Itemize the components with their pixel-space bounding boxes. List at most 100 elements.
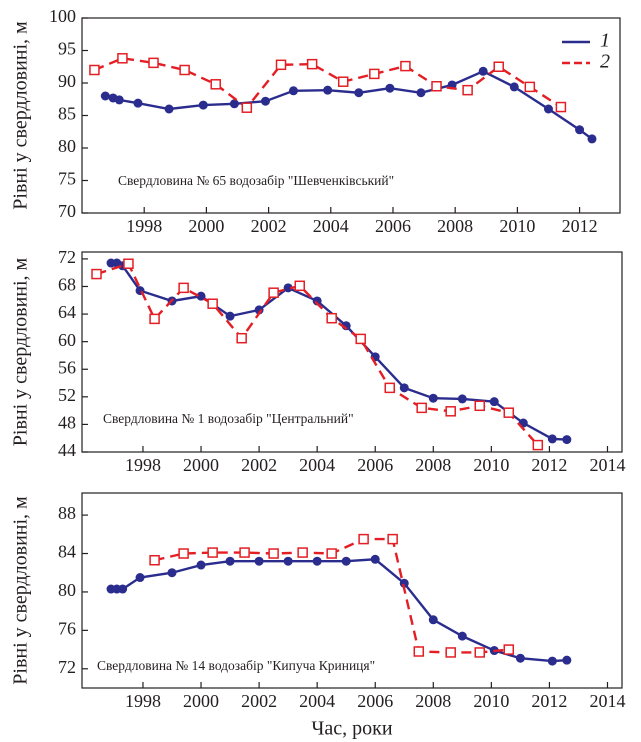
marker xyxy=(354,88,364,98)
x-tick-label: 2008 xyxy=(415,691,451,711)
y-tick-label: 64 xyxy=(58,302,76,322)
marker xyxy=(493,61,504,72)
marker xyxy=(413,646,425,657)
marker xyxy=(503,407,515,418)
y-tick-label: 72 xyxy=(58,247,76,267)
marker xyxy=(509,82,519,92)
marker xyxy=(268,548,279,559)
series-line xyxy=(111,558,567,663)
marker xyxy=(431,81,442,92)
y-tick-label: 76 xyxy=(58,618,76,638)
series-line xyxy=(96,262,539,446)
marker xyxy=(337,76,349,87)
marker xyxy=(198,100,208,110)
marker xyxy=(239,547,250,558)
x-tick-label: 2002 xyxy=(241,691,277,711)
marker xyxy=(399,578,409,588)
x-tick-label: 2014 xyxy=(589,691,625,711)
marker xyxy=(236,332,247,344)
annotation: Свердловина № 65 водозабір "Шевченківськ… xyxy=(118,173,394,188)
plot-frame xyxy=(81,251,623,453)
marker xyxy=(575,125,585,135)
x-tick-label: 2002 xyxy=(251,216,287,236)
marker xyxy=(133,98,143,108)
y-tick-label: 80 xyxy=(58,136,76,156)
x-tick-label: 2010 xyxy=(473,691,509,711)
y-tick-label: 56 xyxy=(58,357,76,377)
marker xyxy=(241,102,253,113)
marker xyxy=(387,533,398,545)
marker xyxy=(355,333,366,345)
marker xyxy=(135,573,145,583)
marker xyxy=(178,548,189,559)
y-axis-label: Рівні у свердловині, м xyxy=(10,496,32,685)
y-tick-label: 70 xyxy=(58,201,76,221)
y-tick-label: 80 xyxy=(58,580,76,600)
marker xyxy=(474,647,485,658)
marker xyxy=(149,313,160,325)
marker xyxy=(312,296,322,306)
x-tick-label: 1998 xyxy=(125,455,161,475)
marker xyxy=(547,434,557,444)
y-tick-label: 90 xyxy=(58,71,76,91)
marker xyxy=(114,95,124,105)
marker xyxy=(445,647,456,658)
marker xyxy=(474,400,485,412)
marker xyxy=(457,631,467,641)
marker xyxy=(478,66,488,76)
y-tick-label: 68 xyxy=(58,275,76,295)
x-tick-label: 2006 xyxy=(357,455,393,475)
marker xyxy=(100,91,110,101)
legend-label: 2 xyxy=(600,51,610,73)
marker xyxy=(167,568,177,578)
marker xyxy=(268,287,279,298)
marker xyxy=(385,83,395,93)
y-axis-label: Рівні у свердловині, м xyxy=(10,21,32,210)
marker xyxy=(399,383,409,393)
y-tick-label: 88 xyxy=(58,503,76,523)
marker xyxy=(515,653,525,663)
marker xyxy=(117,53,128,64)
marker xyxy=(462,84,473,96)
marker xyxy=(118,584,128,594)
marker xyxy=(288,86,298,96)
annotation: Свердловина № 1 водозабір "Центральний" xyxy=(103,411,354,426)
x-tick-label: 2012 xyxy=(531,455,567,475)
marker xyxy=(283,556,293,566)
marker xyxy=(369,68,380,80)
plot-frame xyxy=(81,492,623,689)
annotation: Свердловина № 14 водозабір "Кипуча Крини… xyxy=(97,658,375,673)
marker xyxy=(89,64,100,76)
y-tick-label: 95 xyxy=(58,39,76,59)
marker xyxy=(225,311,235,321)
legend-label: 1 xyxy=(600,30,610,52)
marker xyxy=(178,282,189,294)
y-tick-label: 100 xyxy=(49,6,76,26)
marker xyxy=(123,258,134,269)
marker xyxy=(400,60,411,72)
series-line xyxy=(93,57,562,110)
marker xyxy=(210,79,221,90)
marker xyxy=(562,655,572,665)
marker xyxy=(254,556,264,566)
marker xyxy=(294,280,305,292)
marker xyxy=(428,615,438,625)
marker xyxy=(416,88,426,98)
y-tick-label: 48 xyxy=(58,413,76,433)
marker xyxy=(148,57,159,69)
marker xyxy=(179,64,190,76)
y-tick-label: 52 xyxy=(58,385,76,405)
marker xyxy=(207,547,218,558)
marker xyxy=(543,104,553,114)
marker xyxy=(91,268,102,280)
marker xyxy=(306,58,318,70)
marker xyxy=(225,556,235,566)
marker xyxy=(587,134,597,144)
marker xyxy=(164,104,174,114)
marker xyxy=(297,547,308,558)
marker xyxy=(445,406,456,417)
marker xyxy=(547,656,557,666)
marker xyxy=(196,291,206,301)
